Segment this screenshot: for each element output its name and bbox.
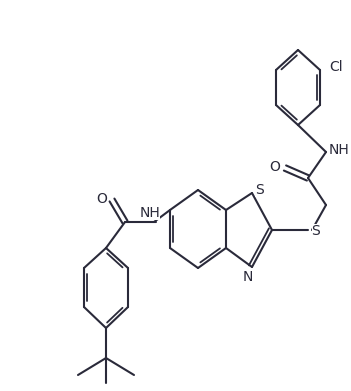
- Text: NH: NH: [329, 143, 349, 157]
- Text: O: O: [97, 192, 107, 206]
- Text: S: S: [254, 183, 263, 197]
- Text: O: O: [270, 160, 280, 174]
- Text: Cl: Cl: [329, 60, 343, 74]
- Text: S: S: [312, 224, 320, 238]
- Text: NH: NH: [140, 206, 160, 220]
- Text: N: N: [243, 270, 253, 284]
